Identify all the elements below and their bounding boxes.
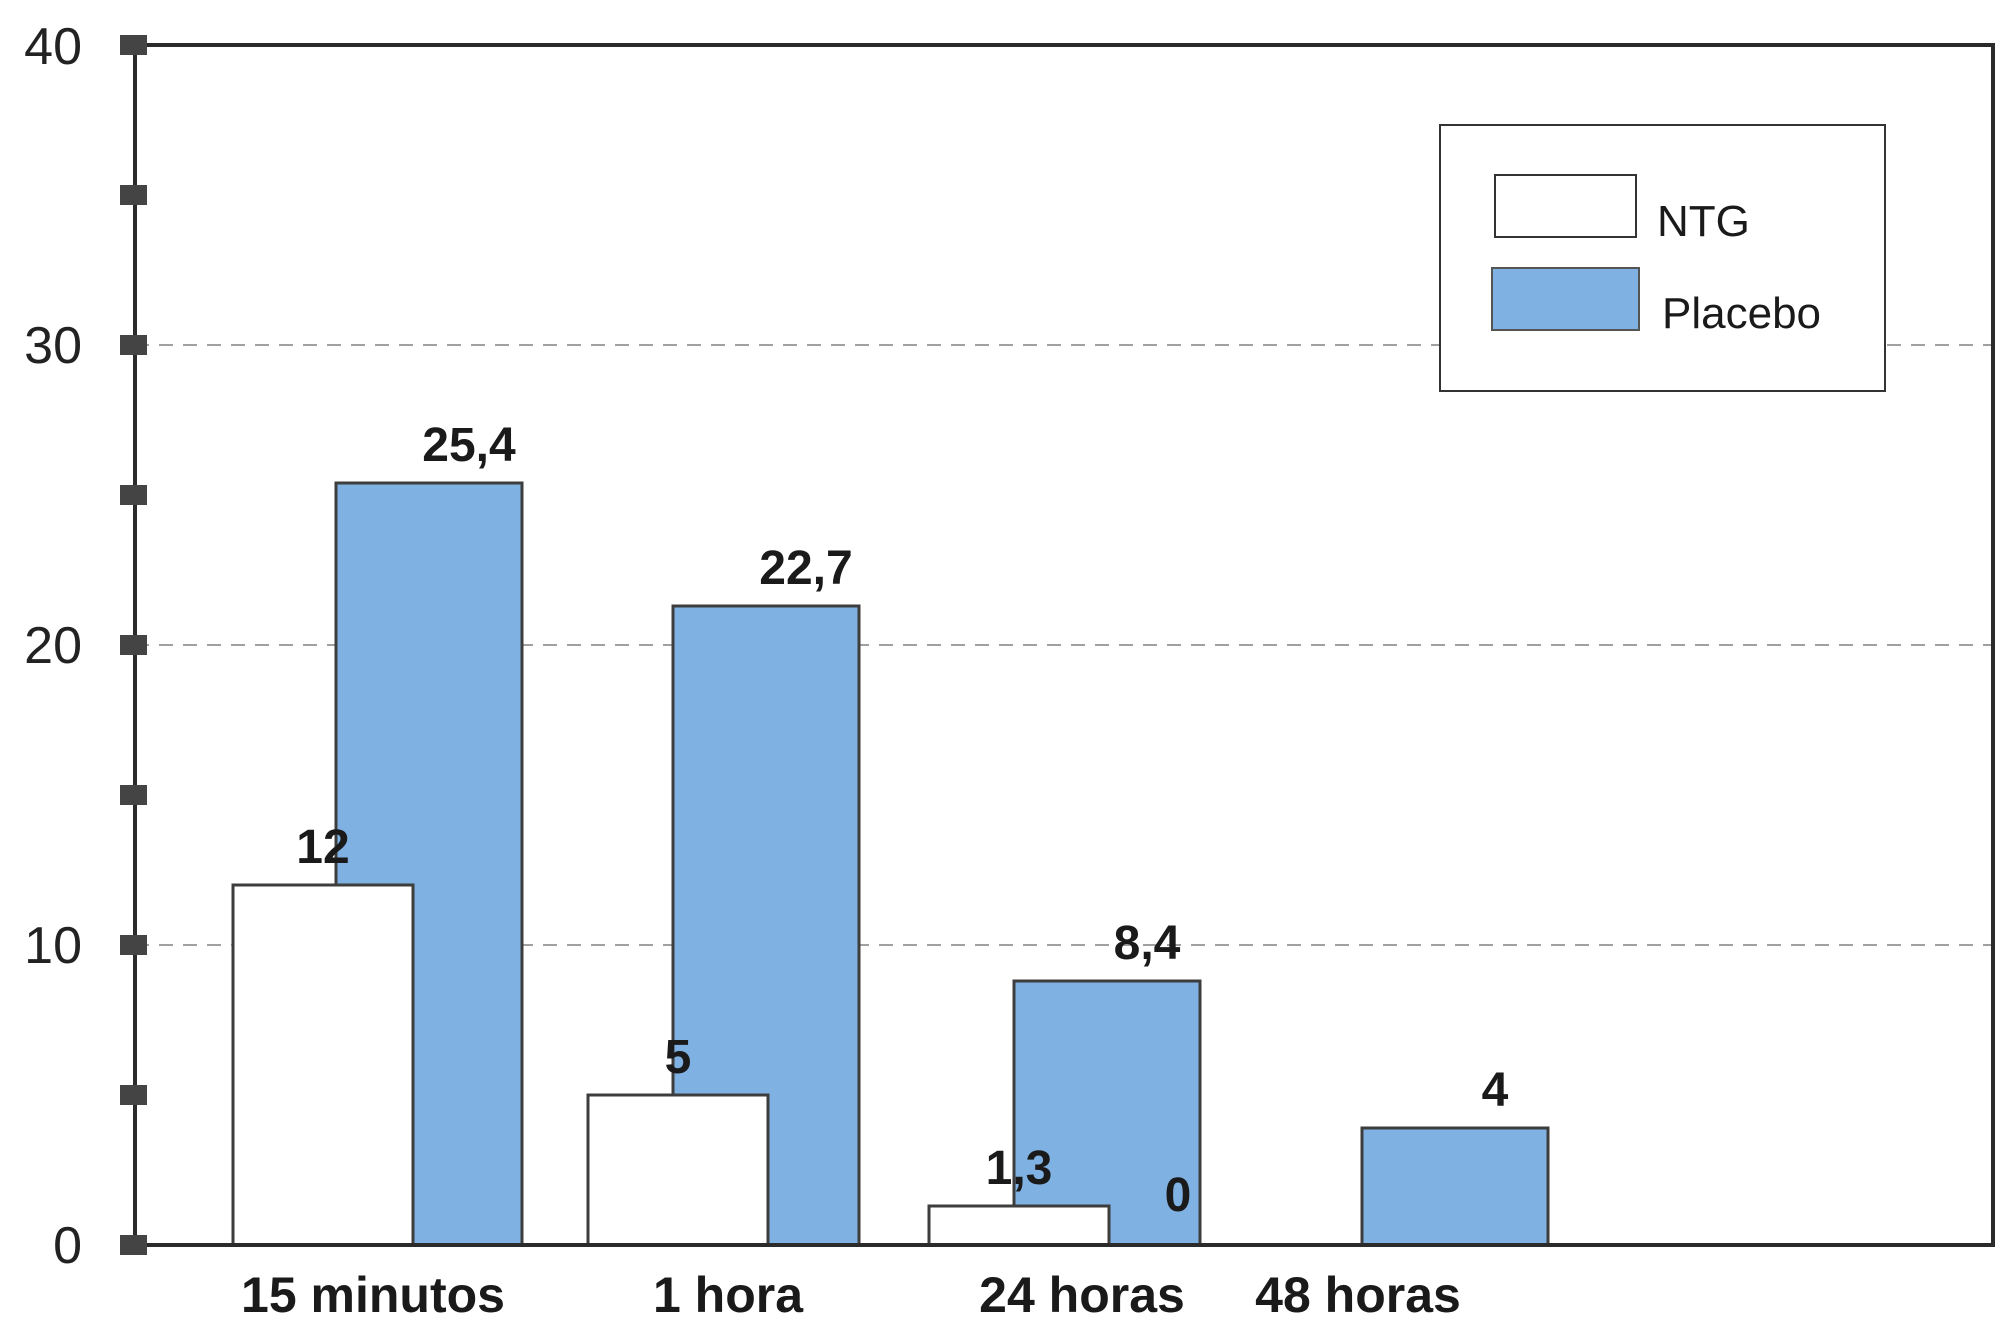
data-label-ntg: 1,3 — [986, 1142, 1053, 1195]
y-tick-mark — [120, 635, 147, 655]
data-label-ntg: 12 — [296, 821, 349, 874]
legend-label-placebo: Placebo — [1662, 289, 1821, 338]
y-tick-mark — [120, 935, 147, 955]
x-axis: 15 minutos 1 hora 24 horas 48 horas — [241, 1267, 1461, 1323]
y-tick-label: 10 — [24, 917, 82, 975]
data-label-placebo: 4 — [1482, 1064, 1509, 1117]
bar-ntg — [231, 883, 415, 1247]
bars — [231, 481, 1550, 1247]
data-label-placebo: 25,4 — [422, 419, 516, 472]
data-label-ntg: 5 — [665, 1031, 692, 1084]
y-tick-label: 20 — [24, 617, 82, 675]
x-category-label: 24 horas — [979, 1267, 1185, 1323]
y-tick-label: 30 — [24, 317, 82, 375]
data-label-ntg: 0 — [1165, 1169, 1192, 1222]
data-label-placebo: 8,4 — [1114, 917, 1181, 970]
y-tick-mark — [120, 335, 147, 355]
y-axis: 0 10 20 30 40 — [24, 18, 147, 1275]
legend: NTG Placebo — [1439, 124, 1886, 392]
y-tick-mark — [120, 185, 147, 205]
y-tick-label: 0 — [53, 1217, 82, 1275]
y-tick-mark — [120, 35, 147, 55]
legend-box — [1439, 124, 1886, 392]
legend-swatch-ntg — [1494, 174, 1637, 238]
data-label-placebo: 22,7 — [759, 542, 852, 595]
y-tick-label: 40 — [24, 18, 82, 76]
y-tick-mark — [120, 1085, 147, 1105]
y-tick-mark — [120, 485, 147, 505]
legend-swatch-placebo — [1491, 267, 1640, 331]
x-category-label: 15 minutos — [241, 1267, 505, 1323]
y-tick-mark — [120, 1235, 147, 1255]
x-category-label: 1 hora — [653, 1267, 804, 1323]
bar-placebo — [1360, 1126, 1550, 1247]
data-labels: 12 25,4 5 22,7 1,3 8,4 0 4 — [296, 419, 1508, 1222]
bar-ntg — [927, 1204, 1111, 1247]
bar-ntg — [586, 1093, 770, 1247]
legend-label-ntg: NTG — [1657, 197, 1750, 246]
x-category-label: 48 horas — [1255, 1267, 1461, 1323]
y-tick-mark — [120, 785, 147, 805]
